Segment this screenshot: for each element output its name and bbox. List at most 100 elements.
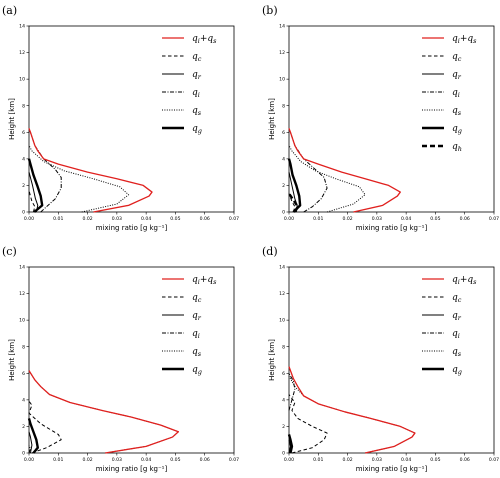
series-line-qr xyxy=(288,439,291,454)
legend-entry: qc xyxy=(452,293,462,304)
series-line-qc xyxy=(28,400,62,454)
series-line-qc xyxy=(28,190,36,213)
y-axis-label: Height [km] xyxy=(8,339,16,381)
y-tick-label: 8 xyxy=(282,344,285,350)
legend-entry: qs xyxy=(192,106,202,117)
x-tick-label: 0.03 xyxy=(372,216,382,222)
y-tick-label: 2 xyxy=(282,183,285,189)
y-tick-label: 14 xyxy=(19,24,25,30)
x-tick-label: 0.00 xyxy=(24,216,34,222)
legend-entry: qi+qs xyxy=(192,275,217,286)
series-line-qc xyxy=(288,394,328,454)
y-tick-label: 4 xyxy=(282,156,285,162)
x-tick-label: 0.03 xyxy=(372,457,382,463)
legend-entry: qc xyxy=(192,293,202,304)
legend-entry: qi+qs xyxy=(452,275,477,286)
x-tick-label: 0.01 xyxy=(53,457,63,463)
legend-entry: qs xyxy=(452,106,462,117)
y-tick-label: 0 xyxy=(22,451,25,457)
legend-entry: qi xyxy=(192,329,200,340)
x-axis-label: mixing ratio [g kg⁻¹] xyxy=(356,224,428,232)
y-tick-label: 6 xyxy=(22,130,25,136)
y-tick-label: 4 xyxy=(22,397,25,403)
plot-frame xyxy=(288,266,495,454)
legend-entry: qh xyxy=(452,142,462,153)
x-tick-label: 0.05 xyxy=(430,216,440,222)
legend-entry: qg xyxy=(192,124,202,135)
y-tick-label: 0 xyxy=(22,210,25,216)
legend-entry: qr xyxy=(452,311,462,322)
plot-frame xyxy=(288,25,495,213)
legend-entry: qg xyxy=(452,365,462,376)
x-tick-label: 0.07 xyxy=(489,457,499,463)
x-tick-label: 0.00 xyxy=(284,457,294,463)
series-line-qg xyxy=(287,158,302,213)
legend: qi+qs qc qr qi qs qg xyxy=(162,34,217,135)
x-tick-label: 0.06 xyxy=(200,457,210,463)
chart-panel-4: (d) 0.00 0.01 0.02 0.03 0.04 0.05 0.06 0.07 0 2 4 6 8… xyxy=(262,245,499,473)
x-tick-label: 0.05 xyxy=(170,216,180,222)
x-axis-label: mixing ratio [g kg⁻¹] xyxy=(356,465,428,473)
y-tick-label: 14 xyxy=(279,24,285,30)
y-tick-label: 6 xyxy=(282,371,285,377)
x-tick-label: 0.02 xyxy=(82,216,92,222)
series-line-qr xyxy=(28,431,33,454)
x-tick-label: 0.00 xyxy=(284,216,294,222)
series-line-qs xyxy=(28,145,130,213)
y-axis-label: Height [km] xyxy=(268,98,276,140)
x-tick-label: 0.04 xyxy=(141,216,151,222)
y-tick-label: 6 xyxy=(282,130,285,136)
x-tick-label: 0.02 xyxy=(342,457,352,463)
legend: qi+qs qc qr qi qs qg xyxy=(422,275,477,376)
chart-panel-2: (b) 0.00 0.01 0.02 0.03 0.04 0.05 0.06 0.07 0 2 4 6 8… xyxy=(262,4,499,232)
legend-entry: qr xyxy=(192,70,202,81)
y-axis-label: Height [km] xyxy=(268,339,276,381)
series-line-qc xyxy=(288,193,296,213)
series-line-qi-qs xyxy=(288,366,416,454)
x-tick-label: 0.02 xyxy=(342,216,352,222)
y-tick-label: 12 xyxy=(279,50,285,56)
x-tick-label: 0.07 xyxy=(489,216,499,222)
y-tick-label: 4 xyxy=(282,397,285,403)
x-tick-label: 0.06 xyxy=(460,457,470,463)
series-line-qi-qs xyxy=(28,128,153,213)
chart-panel-1: (a) 0.00 0.01 0.02 0.03 0.04 0.05 0.06 0.07 0 2 4 6 8… xyxy=(2,4,239,232)
legend-entry: qr xyxy=(452,70,462,81)
legend-entry: qi+qs xyxy=(192,34,217,45)
legend: qi+qs qc qr qi qs qg qh xyxy=(422,34,477,153)
plot-frame xyxy=(28,266,235,454)
legend: qi+qs qc qr qi qs qg xyxy=(162,275,217,376)
legend-entry: qs xyxy=(452,347,462,358)
legend-entry: qi xyxy=(452,88,460,99)
y-tick-label: 14 xyxy=(279,265,285,271)
series-line-qg xyxy=(27,158,44,213)
series-line-qs xyxy=(28,370,179,454)
x-tick-label: 0.05 xyxy=(430,457,440,463)
series-line-qi xyxy=(288,129,328,213)
y-tick-label: 10 xyxy=(19,318,25,324)
series-line-qr xyxy=(28,172,39,213)
x-tick-label: 0.03 xyxy=(112,216,122,222)
x-tick-label: 0.05 xyxy=(170,457,180,463)
x-tick-label: 0.04 xyxy=(141,457,151,463)
y-axis-label: Height [km] xyxy=(8,98,16,140)
x-axis-label: mixing ratio [g kg⁻¹] xyxy=(96,224,168,232)
x-tick-label: 0.07 xyxy=(229,216,239,222)
y-tick-label: 4 xyxy=(22,156,25,162)
panel-label: (b) xyxy=(262,4,278,17)
legend-entry: qc xyxy=(452,52,462,63)
y-tick-label: 2 xyxy=(22,183,25,189)
legend-entry: qi xyxy=(192,88,200,99)
y-tick-label: 8 xyxy=(22,103,25,109)
x-tick-label: 0.07 xyxy=(229,457,239,463)
y-tick-label: 8 xyxy=(282,103,285,109)
series-line-qi-qs xyxy=(288,128,401,213)
x-tick-label: 0.06 xyxy=(200,216,210,222)
series-line-qi xyxy=(288,373,296,411)
legend-entry: qg xyxy=(192,365,202,376)
y-tick-label: 14 xyxy=(19,265,25,271)
y-tick-label: 2 xyxy=(22,424,25,430)
panel-label: (d) xyxy=(262,245,278,258)
legend-entry: qc xyxy=(192,52,202,63)
